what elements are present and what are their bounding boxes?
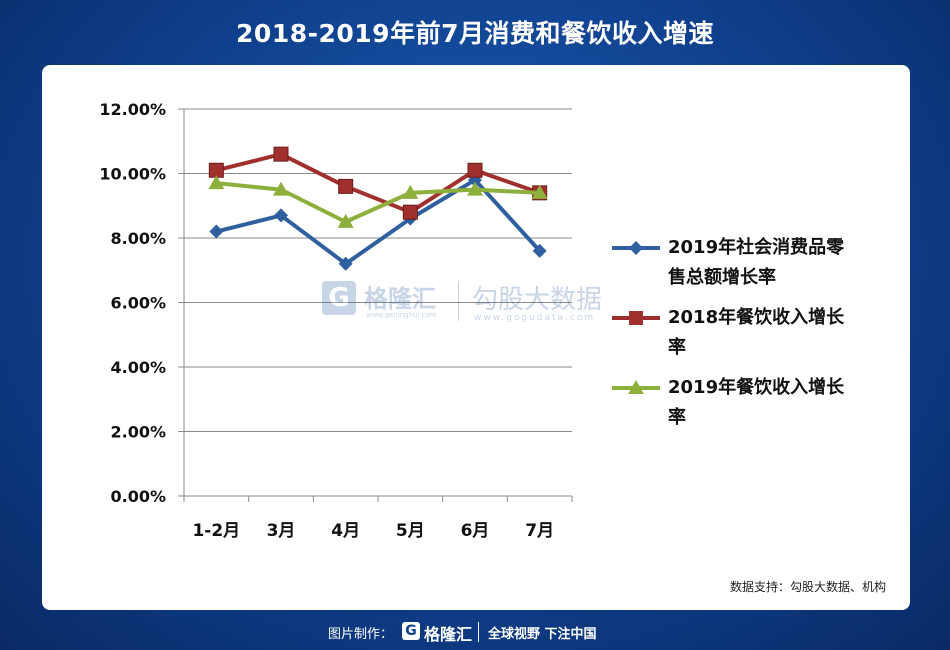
series-line-2 (215, 152, 541, 215)
x-tick-label: 4月 (331, 521, 360, 541)
legend-marker (628, 380, 644, 394)
legend-item: 2019年社会消费品零 售总额增长率 (608, 233, 868, 293)
line-chart: 0.00% 2.00% 4.00% 6.00% 8.00% 10.00% 12.00% 1-2… (99, 100, 573, 541)
y-tick-label: 2.00% (110, 423, 166, 442)
page-title: 2018-2019年前7月消费和餐饮收入增速 (236, 19, 714, 48)
y-tick-label: 0.00% (110, 487, 166, 506)
footer-slogan: 全球视野 下注中国 (488, 627, 597, 642)
footer-logo-icon: G (402, 622, 420, 640)
legend-label: 率 (668, 337, 686, 358)
chart-legend: 2019年社会消费品零 售总额增长率 2018年餐饮收入增长率 2019年餐饮收入增长… (608, 233, 868, 443)
x-tick-label: 1-2月 (192, 521, 240, 541)
data-point (208, 175, 225, 190)
data-point (467, 162, 483, 178)
legend-swatch (612, 311, 660, 325)
data-point (402, 184, 419, 199)
footer-label: 图片制作： (328, 627, 394, 642)
footer-divider (478, 622, 479, 642)
data-point (532, 243, 547, 258)
chart-card: 0.00% 2.00% 4.00% 6.00% 8.00% 10.00% 12.00% 1-2… (42, 65, 910, 610)
legend-swatch (612, 241, 660, 255)
data-point (338, 256, 353, 271)
y-tick-label: 8.00% (110, 229, 166, 248)
x-tick-label: 6月 (461, 521, 490, 541)
data-point (467, 181, 483, 196)
legend-marker (629, 311, 643, 325)
legend-swatch (612, 380, 660, 394)
y-tick-label: 10.00% (99, 165, 166, 184)
data-point (338, 178, 354, 194)
source-note: 数据支持：勾股大数据、机构 (729, 580, 886, 594)
legend-marker (629, 241, 643, 255)
series-line-3 (216, 181, 540, 224)
series-line-1 (215, 177, 542, 266)
data-point (273, 146, 289, 162)
legend-label: 2018年餐饮收入增长 (668, 307, 845, 328)
data-point (531, 184, 548, 199)
legend-item: 2018年餐饮收入增长率 (608, 303, 868, 363)
legend-label: 2019年餐饮收入增长 (668, 377, 845, 398)
data-point (209, 224, 224, 239)
data-point (337, 213, 354, 228)
legend-item: 2019年餐饮收入增长率 (608, 373, 868, 433)
data-point (274, 208, 288, 223)
y-tick-label: 6.00% (110, 294, 166, 313)
data-point (273, 181, 289, 196)
x-tick-label: 5月 (396, 521, 425, 541)
y-tick-label: 12.00% (99, 100, 166, 119)
data-point (402, 204, 418, 220)
y-tick-label: 4.00% (110, 358, 166, 377)
x-tick-label: 3月 (267, 521, 296, 541)
footer: 图片制作： G 格隆汇 全球视野 下注中国 (0, 620, 950, 644)
legend-label: 率 (668, 407, 686, 428)
legend-label: 售总额增长率 (668, 267, 776, 288)
legend-label: 2019年社会消费品零 (668, 237, 845, 258)
footer-brand: 格隆汇 (424, 625, 473, 644)
data-point (208, 162, 224, 178)
x-tick-label: 7月 (525, 521, 554, 541)
